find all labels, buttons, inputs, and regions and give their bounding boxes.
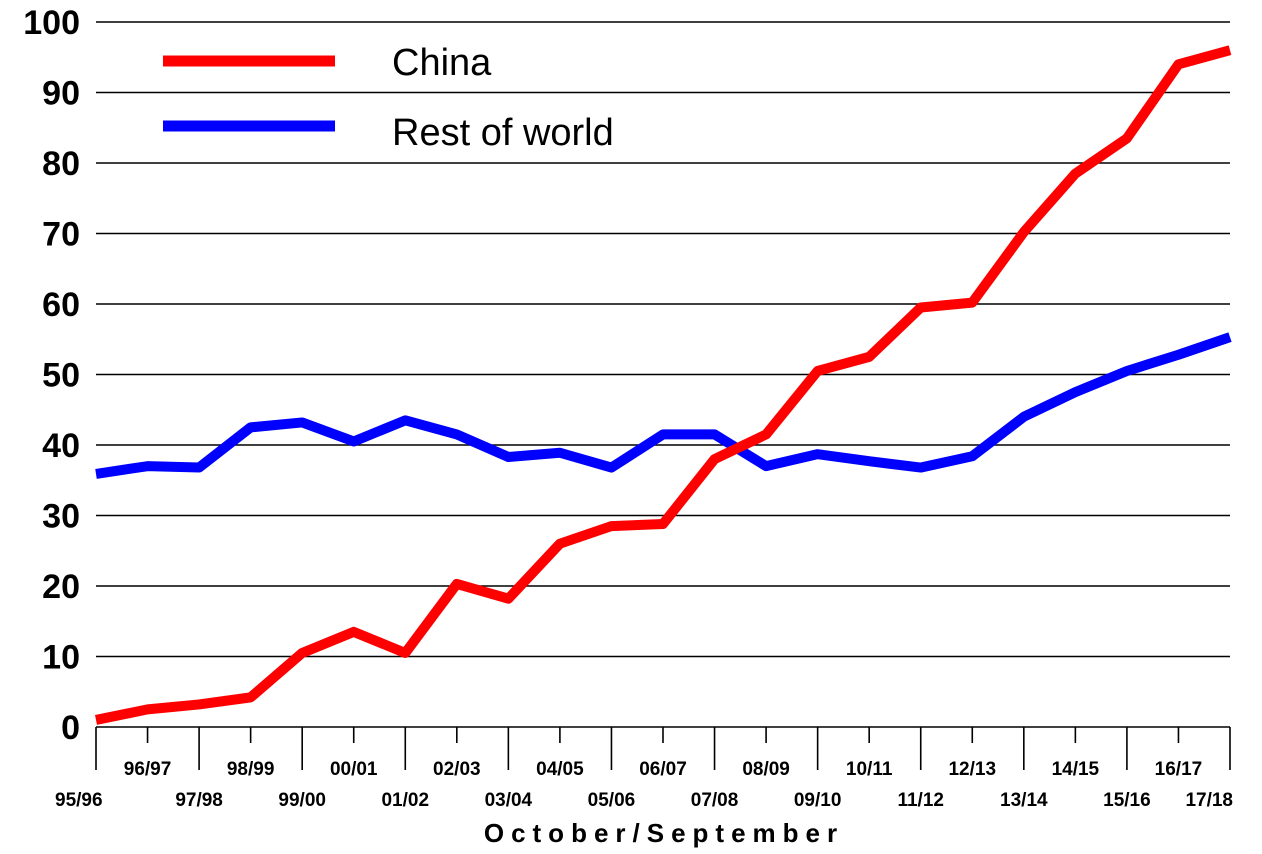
series-line-rest-of-world (95, 332, 1232, 479)
x-tick-label: 96/97 (124, 759, 172, 780)
x-tick-label: 07/08 (691, 790, 739, 811)
y-tick-label: 30 (42, 498, 80, 536)
y-tick-label: 90 (42, 75, 80, 113)
x-tick-label: 13/14 (1000, 790, 1048, 811)
x-tick-label: 99/00 (278, 790, 326, 811)
x-tick-label: 09/10 (794, 790, 842, 811)
x-tick-label: 12/13 (948, 759, 996, 780)
y-tick-labels: 0 10 20 30 40 50 60 70 80 90 100 (23, 4, 80, 747)
y-tick-label: 10 (42, 639, 80, 677)
x-tick-label: 08/09 (742, 759, 790, 780)
x-tick-label: 95/96 (55, 790, 103, 811)
x-tick-label: 97/98 (175, 790, 223, 811)
x-tick-label: 98/99 (227, 759, 275, 780)
x-tick-label: 16/17 (1155, 759, 1203, 780)
y-tick-label: 0 (61, 709, 80, 747)
x-tick-label: 02/03 (433, 759, 481, 780)
x-tick-label: 14/15 (1052, 759, 1100, 780)
series-line-china (94, 45, 1232, 725)
y-tick-label: 50 (42, 357, 80, 395)
y-tick-label: 80 (42, 145, 80, 183)
x-tick-label: 03/04 (485, 790, 533, 811)
legend: China Rest of world (163, 42, 614, 154)
x-tick-label: 10/11 (846, 759, 893, 780)
x-tick-label: 17/18 (1185, 790, 1233, 811)
y-tick-label: 20 (42, 568, 80, 606)
x-tick-label: 01/02 (381, 790, 429, 811)
x-tick-label: 11/12 (897, 790, 944, 811)
y-tick-label: 40 (42, 427, 80, 465)
x-tick-label: 15/16 (1103, 790, 1151, 811)
horizontal-gridlines (96, 21, 1230, 728)
y-tick-label: 100 (23, 4, 80, 42)
x-tick-label: 05/06 (588, 790, 636, 811)
x-axis (95, 727, 1231, 770)
legend-label-china: China (392, 42, 492, 84)
legend-label-rest-of-world: Rest of world (392, 112, 614, 154)
x-tick-label: 00/01 (330, 759, 378, 780)
x-tick-label: 06/07 (639, 759, 687, 780)
series-lines (94, 45, 1232, 725)
y-tick-label: 60 (42, 286, 80, 324)
x-axis-title: October/September (484, 818, 844, 848)
x-tick-label: 04/05 (536, 759, 584, 780)
x-tick-labels: 95/96 96/9797/9898/9999/0000/0101/0202/03… (55, 759, 1233, 811)
y-tick-label: 70 (42, 216, 80, 254)
